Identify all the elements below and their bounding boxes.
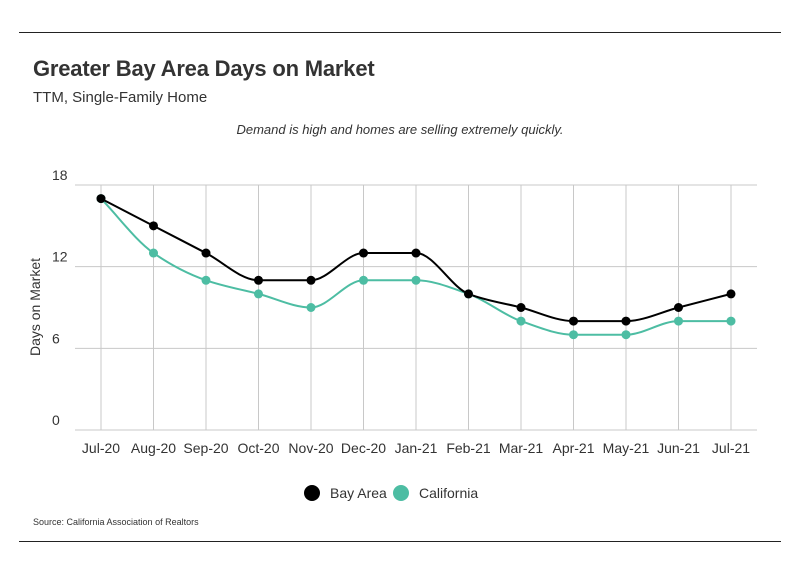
data-point-california — [569, 330, 578, 340]
data-point-bay-area — [569, 316, 578, 326]
data-point-bay-area — [464, 289, 473, 299]
data-point-bay-area — [359, 248, 368, 258]
y-tick-label: 6 — [52, 330, 60, 346]
data-point-bay-area — [674, 303, 683, 312]
source-note: Source: California Association of Realto… — [33, 517, 199, 527]
legend-marker-bay-area — [304, 485, 320, 501]
legend-label-california: California — [419, 485, 478, 501]
data-point-california — [306, 303, 316, 312]
data-point-bay-area — [96, 194, 106, 204]
x-tick-label: Jun-21 — [657, 440, 700, 456]
data-point-bay-area — [306, 275, 316, 285]
chart-annotation: Demand is high and homes are selling ext… — [236, 122, 564, 137]
data-point-bay-area — [201, 248, 211, 258]
x-tick-label: Aug-20 — [131, 440, 176, 456]
data-point-bay-area — [621, 316, 631, 326]
data-point-bay-area — [411, 248, 421, 258]
bottom-rule — [19, 541, 781, 542]
data-point-bay-area — [516, 303, 526, 312]
x-tick-label: May-21 — [603, 440, 650, 456]
top-rule — [19, 32, 781, 33]
y-axis-label: Days on Market — [27, 258, 43, 356]
data-point-california — [726, 316, 736, 326]
data-point-california — [149, 248, 158, 258]
x-tick-label: Nov-20 — [288, 440, 333, 456]
data-point-california — [516, 316, 526, 326]
x-tick-label: Dec-20 — [341, 440, 386, 456]
legend-label-bay-area: Bay Area — [330, 485, 387, 501]
data-point-california — [621, 330, 631, 340]
x-tick-label: Apr-21 — [552, 440, 594, 456]
data-point-california — [359, 275, 368, 285]
data-point-bay-area — [149, 221, 158, 231]
x-tick-label: Jul-21 — [712, 440, 750, 456]
chart-title: Greater Bay Area Days on Market — [33, 56, 375, 81]
x-tick-label: Feb-21 — [446, 440, 491, 456]
y-tick-label: 18 — [52, 167, 68, 183]
x-tick-label: Jan-21 — [395, 440, 438, 456]
data-point-california — [674, 316, 683, 326]
x-tick-label: Jul-20 — [82, 440, 120, 456]
data-point-california — [411, 275, 421, 285]
data-point-california — [254, 289, 263, 299]
data-point-bay-area — [726, 289, 736, 299]
y-tick-label: 0 — [52, 412, 60, 428]
legend-marker-california — [393, 485, 409, 501]
chart-subtitle: TTM, Single-Family Home — [33, 89, 208, 106]
data-point-california — [201, 275, 211, 285]
x-tick-label: Sep-20 — [183, 440, 228, 456]
data-point-bay-area — [254, 275, 263, 285]
x-tick-label: Oct-20 — [237, 440, 279, 456]
y-tick-label: 12 — [52, 249, 68, 265]
x-tick-label: Mar-21 — [499, 440, 544, 456]
